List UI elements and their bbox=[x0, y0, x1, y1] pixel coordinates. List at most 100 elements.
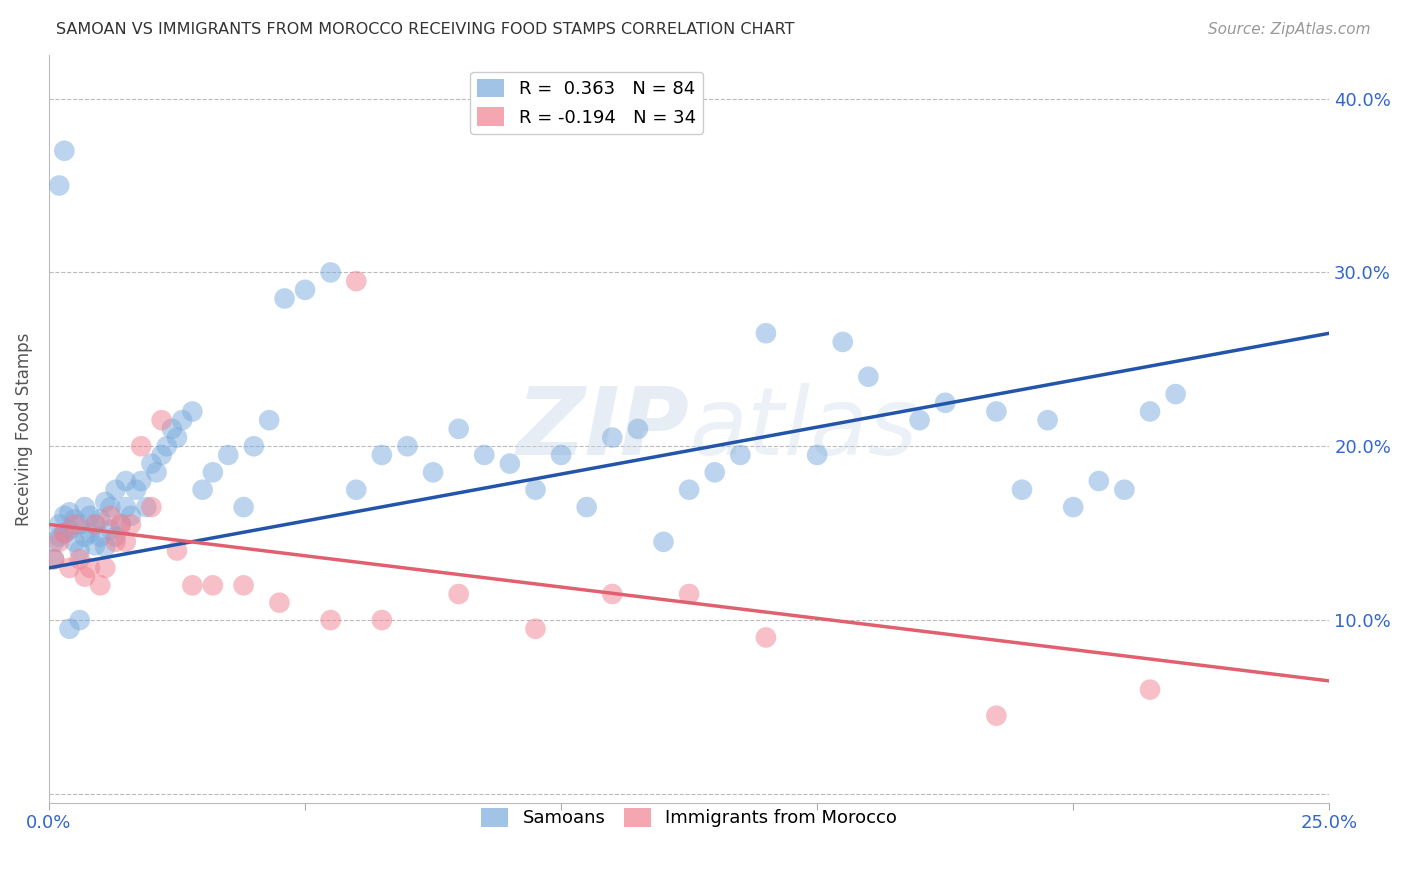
Point bbox=[232, 578, 254, 592]
Point bbox=[145, 466, 167, 480]
Point bbox=[422, 466, 444, 480]
Point bbox=[63, 512, 86, 526]
Point bbox=[1139, 682, 1161, 697]
Point bbox=[1139, 404, 1161, 418]
Point bbox=[69, 517, 91, 532]
Point bbox=[1036, 413, 1059, 427]
Point bbox=[48, 178, 70, 193]
Point bbox=[69, 613, 91, 627]
Text: Source: ZipAtlas.com: Source: ZipAtlas.com bbox=[1208, 22, 1371, 37]
Point bbox=[100, 523, 122, 537]
Point bbox=[69, 552, 91, 566]
Point bbox=[600, 587, 623, 601]
Point bbox=[191, 483, 214, 497]
Point bbox=[150, 413, 173, 427]
Point bbox=[104, 483, 127, 497]
Point bbox=[172, 413, 194, 427]
Point bbox=[120, 508, 142, 523]
Point bbox=[89, 530, 111, 544]
Point bbox=[1062, 500, 1084, 514]
Point bbox=[908, 413, 931, 427]
Point bbox=[100, 508, 122, 523]
Point bbox=[294, 283, 316, 297]
Point bbox=[58, 622, 80, 636]
Point bbox=[524, 622, 547, 636]
Point bbox=[201, 578, 224, 592]
Point bbox=[755, 326, 778, 341]
Point bbox=[110, 517, 132, 532]
Point bbox=[269, 596, 291, 610]
Point bbox=[652, 534, 675, 549]
Point bbox=[100, 500, 122, 514]
Point bbox=[371, 613, 394, 627]
Point bbox=[150, 448, 173, 462]
Point bbox=[58, 505, 80, 519]
Point bbox=[806, 448, 828, 462]
Point bbox=[600, 431, 623, 445]
Point bbox=[678, 483, 700, 497]
Point bbox=[53, 526, 76, 541]
Point bbox=[42, 552, 65, 566]
Point bbox=[120, 517, 142, 532]
Text: ZIP: ZIP bbox=[516, 383, 689, 475]
Point bbox=[69, 543, 91, 558]
Point bbox=[73, 500, 96, 514]
Point bbox=[166, 543, 188, 558]
Point bbox=[141, 457, 163, 471]
Point bbox=[114, 474, 136, 488]
Point bbox=[371, 448, 394, 462]
Point bbox=[575, 500, 598, 514]
Point bbox=[125, 483, 148, 497]
Text: SAMOAN VS IMMIGRANTS FROM MOROCCO RECEIVING FOOD STAMPS CORRELATION CHART: SAMOAN VS IMMIGRANTS FROM MOROCCO RECEIV… bbox=[56, 22, 794, 37]
Point bbox=[730, 448, 752, 462]
Point bbox=[48, 534, 70, 549]
Point bbox=[319, 613, 342, 627]
Point bbox=[48, 530, 70, 544]
Point bbox=[703, 466, 725, 480]
Point bbox=[94, 561, 117, 575]
Point bbox=[986, 404, 1008, 418]
Point bbox=[63, 534, 86, 549]
Point bbox=[447, 422, 470, 436]
Point bbox=[84, 517, 107, 532]
Point bbox=[42, 552, 65, 566]
Point bbox=[89, 512, 111, 526]
Point bbox=[986, 708, 1008, 723]
Point bbox=[273, 292, 295, 306]
Point bbox=[1011, 483, 1033, 497]
Point bbox=[73, 569, 96, 583]
Point bbox=[114, 500, 136, 514]
Point bbox=[344, 274, 367, 288]
Point bbox=[181, 404, 204, 418]
Point bbox=[447, 587, 470, 601]
Point bbox=[94, 495, 117, 509]
Point bbox=[58, 561, 80, 575]
Point bbox=[472, 448, 495, 462]
Point bbox=[217, 448, 239, 462]
Point bbox=[79, 508, 101, 523]
Point bbox=[181, 578, 204, 592]
Point bbox=[84, 517, 107, 532]
Y-axis label: Receiving Food Stamps: Receiving Food Stamps bbox=[15, 332, 32, 525]
Point bbox=[1164, 387, 1187, 401]
Point bbox=[160, 422, 183, 436]
Point bbox=[627, 422, 650, 436]
Point bbox=[201, 466, 224, 480]
Point bbox=[53, 144, 76, 158]
Point bbox=[84, 538, 107, 552]
Point bbox=[396, 439, 419, 453]
Point bbox=[831, 334, 853, 349]
Point bbox=[257, 413, 280, 427]
Point bbox=[550, 448, 572, 462]
Point bbox=[319, 265, 342, 279]
Point bbox=[58, 523, 80, 537]
Point bbox=[114, 534, 136, 549]
Point bbox=[934, 396, 956, 410]
Point bbox=[104, 534, 127, 549]
Point bbox=[42, 534, 65, 549]
Point bbox=[1114, 483, 1136, 497]
Point bbox=[129, 474, 152, 488]
Point bbox=[858, 369, 880, 384]
Point bbox=[156, 439, 179, 453]
Point bbox=[678, 587, 700, 601]
